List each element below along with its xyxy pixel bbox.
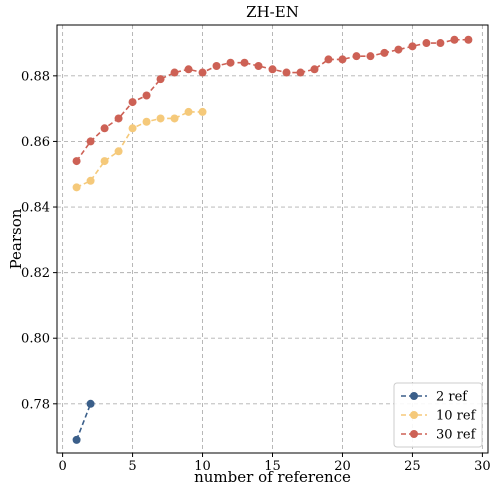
series-line (76, 111, 203, 189)
data-point (170, 114, 179, 123)
data-point (198, 68, 207, 77)
data-point (296, 68, 305, 77)
y-axis-label: Pearson (7, 208, 25, 269)
data-point (254, 61, 263, 70)
data-point (128, 98, 137, 107)
data-point (184, 107, 193, 116)
data-point (464, 35, 473, 44)
y-tick-label: 0.84 (21, 201, 50, 216)
data-point (240, 58, 249, 67)
data-point (142, 91, 151, 100)
data-point (114, 114, 123, 123)
data-point (212, 61, 221, 70)
x-tick-label: 25 (404, 459, 421, 474)
x-tick-label: 20 (334, 459, 351, 474)
data-point (86, 176, 95, 185)
data-point (338, 55, 347, 64)
legend-marker (410, 392, 418, 400)
x-tick-label: 15 (264, 459, 281, 474)
legend-item: 2 ref (401, 390, 468, 405)
data-point (142, 117, 151, 126)
data-point (310, 65, 319, 74)
data-point (282, 68, 291, 77)
data-point (72, 183, 81, 192)
data-point (100, 124, 109, 133)
data-point (366, 52, 375, 61)
legend-label: 2 ref (436, 390, 468, 405)
axes: 0 5 10 15 20 25 30 0.78 0.80 0.82 0.84 0.86 0.88 (21, 69, 490, 474)
data-point (380, 48, 389, 57)
x-tick-label: 30 (474, 459, 490, 474)
x-tick-label: 10 (194, 459, 211, 474)
y-tick-label: 0.86 (21, 135, 50, 150)
data-point (100, 157, 109, 166)
data-point (436, 39, 445, 48)
series-layer (72, 35, 473, 444)
grid (57, 25, 488, 453)
data-point (86, 399, 95, 408)
series-30-ref (72, 35, 473, 166)
x-tick-label: 5 (128, 459, 136, 474)
data-point (170, 68, 179, 77)
y-tick-label: 0.88 (21, 69, 50, 84)
data-point (128, 124, 137, 133)
data-point (156, 75, 165, 84)
data-point (324, 55, 333, 64)
series-2-ref (72, 399, 95, 444)
series-10-ref (72, 107, 207, 192)
data-point (72, 157, 81, 166)
series-line (75, 403, 92, 441)
legend-item: 10 ref (401, 409, 477, 424)
data-point (184, 65, 193, 74)
data-point (72, 435, 81, 444)
data-point (268, 65, 277, 74)
data-point (226, 58, 235, 67)
y-tick-label: 0.80 (21, 332, 50, 347)
legend-label: 30 ref (436, 428, 477, 443)
data-point (86, 137, 95, 146)
legend-marker (410, 411, 418, 419)
data-point (156, 114, 165, 123)
data-point (422, 39, 431, 48)
y-tick-label: 0.82 (21, 266, 50, 281)
data-point (352, 52, 361, 61)
legend-marker (410, 430, 418, 438)
legend: 2 ref 10 ref 30 ref (393, 382, 483, 448)
legend-label: 10 ref (436, 409, 477, 424)
y-tick-label: 0.78 (21, 397, 50, 412)
data-point (450, 35, 459, 44)
data-point (114, 147, 123, 156)
data-point (394, 45, 403, 54)
x-tick-label: 0 (58, 459, 66, 474)
chart-title: ZH-EN (246, 3, 299, 21)
data-point (198, 107, 207, 116)
data-point (408, 42, 417, 51)
x-axis-label: number of reference (194, 468, 351, 486)
legend-item: 30 ref (401, 428, 477, 443)
